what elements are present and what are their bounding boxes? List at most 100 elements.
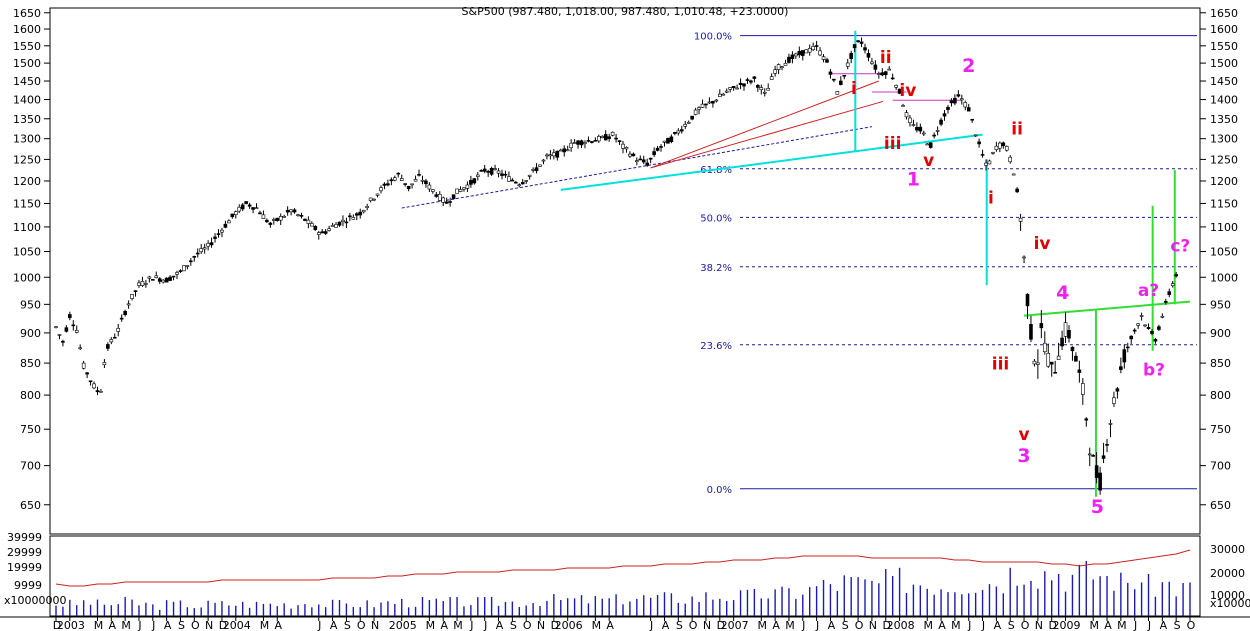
x-tick-label: S: [344, 619, 351, 631]
y-tick-label-right: 1650: [1210, 7, 1238, 20]
candle-body: [1074, 355, 1078, 362]
y-tick-label-right: 1050: [1210, 245, 1238, 258]
candle-body: [341, 219, 345, 222]
candle-body: [569, 142, 573, 149]
volume-panel-frame: [49, 535, 1201, 617]
candle-body: [1112, 397, 1116, 404]
candle-body: [735, 87, 739, 90]
candle-body: [330, 225, 335, 227]
candle-body: [783, 62, 788, 66]
candle-body: [1018, 217, 1023, 222]
candle-body: [299, 215, 304, 217]
candle-body: [112, 336, 117, 339]
candle-body: [406, 185, 411, 190]
candle-body: [1160, 315, 1165, 318]
x-tick-label: J: [801, 619, 805, 631]
candle-body: [635, 160, 639, 162]
y-tick-label-left: 850: [20, 357, 41, 370]
candle-body: [1136, 323, 1140, 326]
candle-body: [510, 179, 515, 182]
candle-body: [1115, 388, 1120, 392]
candle-body: [240, 204, 245, 210]
x-tick-label: O: [357, 619, 366, 631]
candle-body: [1125, 346, 1130, 349]
candle-body: [1004, 146, 1009, 151]
candle-body: [171, 275, 176, 278]
chart-title: S&P500 (987.480, 1,018.00, 987.480, 1,01…: [462, 5, 789, 18]
candle-body: [517, 184, 522, 187]
candle-body: [666, 137, 670, 144]
wave-label: iv: [1034, 234, 1051, 254]
fib-label: 50.0%: [700, 213, 732, 224]
candle-body: [334, 224, 338, 228]
candle-body: [285, 209, 290, 213]
candle-body: [545, 154, 549, 157]
candle-body: [928, 142, 933, 148]
x-tick-label: S: [1174, 619, 1181, 631]
candle-body: [686, 122, 691, 124]
candle-body: [1150, 331, 1154, 334]
y-tick-label-left: 1000: [13, 271, 41, 284]
candle-body: [890, 77, 895, 80]
x-tick-label: N: [205, 619, 213, 631]
candle-body: [524, 180, 528, 182]
candle-body: [718, 93, 722, 97]
x-tick-label: J: [967, 619, 971, 631]
candle-body: [562, 148, 567, 153]
candle-body: [541, 159, 546, 162]
x-tick-label: A: [994, 619, 1002, 631]
candle-body: [1094, 465, 1099, 478]
candle-body: [202, 247, 207, 250]
candle-body: [849, 52, 853, 59]
candle-body: [365, 206, 369, 208]
candle-body: [1008, 156, 1013, 163]
candle-body: [178, 270, 183, 272]
candle-body: [749, 80, 753, 83]
x-tick-label: S: [676, 619, 683, 631]
y-tick-label-right: 1200: [1210, 175, 1238, 188]
y-tick-label-left: 1550: [13, 40, 41, 53]
candle-body: [856, 40, 860, 42]
candle-body: [662, 140, 667, 143]
candle-body: [870, 61, 874, 64]
y-tick-label-right: 1150: [1210, 197, 1238, 210]
candle-body: [946, 106, 950, 110]
candle-body: [68, 314, 72, 319]
x-tick-label: J: [483, 619, 487, 631]
cyan-trendline: [560, 133, 983, 191]
wave-label: ii: [880, 48, 892, 68]
candle-body: [1060, 337, 1064, 347]
candle-body: [420, 179, 425, 182]
y-tick-label-right: 800: [1210, 389, 1231, 402]
x-tick-label: A: [109, 619, 117, 631]
candle-body: [209, 242, 214, 246]
x-tick-label: A: [938, 619, 946, 631]
candle-body: [963, 102, 968, 108]
price-candles: [54, 37, 1178, 495]
candle-body: [828, 71, 833, 75]
x-tick-label: 2006: [555, 619, 583, 631]
candle-body: [192, 256, 197, 258]
candle-body: [1087, 453, 1092, 456]
candle-body: [873, 64, 878, 70]
x-tick-label: D: [1048, 619, 1056, 631]
candle-body: [1053, 372, 1057, 374]
candle-body: [396, 172, 401, 175]
x-tick-label: D: [883, 619, 891, 631]
x-tick-label: 2003: [57, 619, 85, 631]
y-tick-label-left: 1200: [13, 175, 41, 188]
candle-body: [1049, 361, 1054, 365]
candle-body: [462, 187, 466, 190]
wave-label: 2: [962, 55, 975, 77]
x-tick-label: M: [121, 619, 131, 631]
y-tick-label-right: 950: [1210, 298, 1231, 311]
candle-body: [673, 132, 677, 134]
candle-body: [92, 383, 96, 389]
candle-body: [866, 53, 871, 58]
candle-body: [368, 197, 373, 201]
fib-label: 23.6%: [700, 341, 732, 352]
candle-body: [199, 248, 204, 253]
wave-label: ii: [1011, 120, 1023, 140]
candle-body: [316, 232, 321, 235]
